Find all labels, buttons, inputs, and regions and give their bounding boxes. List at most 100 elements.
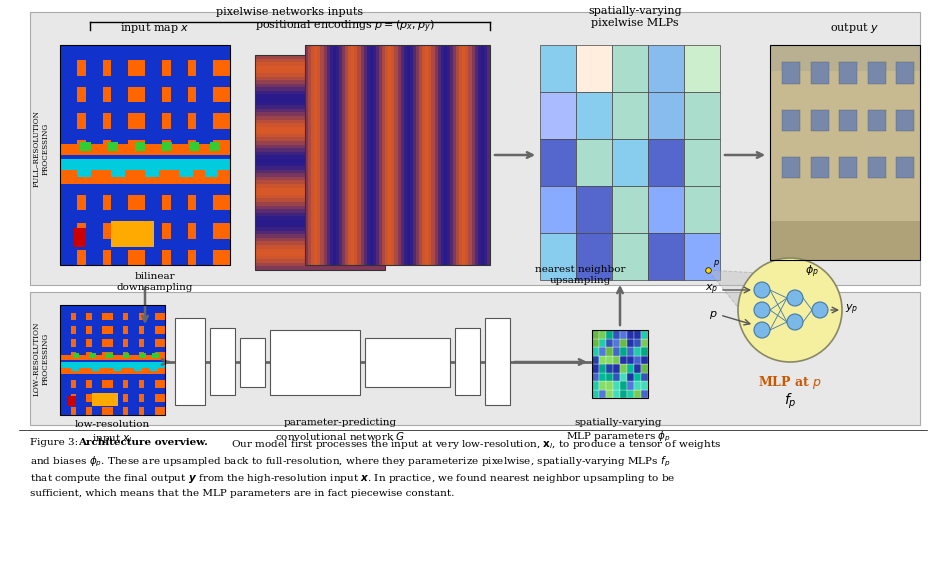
Bar bbox=[592, 356, 599, 364]
Bar bbox=[60, 249, 230, 265]
Bar bbox=[60, 45, 230, 265]
Bar bbox=[540, 92, 576, 139]
Text: and biases $\phi_p$. These are upsampled back to full-resolution, where they par: and biases $\phi_p$. These are upsampled… bbox=[30, 455, 671, 469]
Bar bbox=[255, 62, 385, 66]
Bar bbox=[373, 45, 376, 265]
Bar bbox=[540, 186, 576, 233]
Bar bbox=[627, 381, 634, 390]
Bar bbox=[60, 139, 230, 155]
Bar bbox=[684, 233, 720, 280]
Bar bbox=[599, 356, 606, 364]
Bar bbox=[620, 330, 627, 338]
Bar bbox=[305, 45, 308, 265]
Bar bbox=[839, 62, 857, 84]
Bar bbox=[210, 328, 235, 395]
Bar bbox=[255, 77, 385, 80]
Bar bbox=[145, 45, 162, 144]
Bar bbox=[30, 292, 920, 425]
Bar bbox=[68, 396, 76, 406]
Bar bbox=[839, 109, 857, 131]
Circle shape bbox=[787, 314, 803, 330]
Bar bbox=[426, 45, 429, 265]
Bar bbox=[606, 381, 613, 390]
Bar bbox=[60, 45, 77, 144]
Bar bbox=[255, 166, 385, 170]
Bar bbox=[613, 373, 620, 381]
Bar bbox=[592, 330, 648, 398]
Bar bbox=[475, 45, 478, 265]
Bar bbox=[60, 159, 230, 171]
Bar bbox=[453, 45, 456, 265]
Bar bbox=[782, 62, 800, 84]
Bar bbox=[305, 45, 490, 265]
Bar bbox=[60, 45, 230, 265]
Bar bbox=[111, 45, 128, 144]
Bar bbox=[576, 233, 612, 280]
Bar bbox=[145, 188, 162, 265]
Bar bbox=[336, 45, 339, 265]
Bar bbox=[204, 164, 219, 177]
Bar bbox=[255, 159, 385, 163]
Text: $p$: $p$ bbox=[710, 309, 718, 321]
Bar bbox=[599, 330, 606, 338]
Bar bbox=[444, 45, 447, 265]
Bar bbox=[367, 45, 370, 265]
Bar bbox=[606, 330, 613, 338]
Bar bbox=[392, 45, 394, 265]
Bar bbox=[326, 45, 329, 265]
Bar bbox=[255, 155, 385, 159]
Bar bbox=[189, 142, 200, 151]
Bar bbox=[641, 347, 648, 356]
Bar bbox=[641, 364, 648, 373]
Bar bbox=[255, 66, 385, 69]
Bar bbox=[255, 259, 385, 263]
Text: Our model first processes the input at very low-resolution, $\mathbf{x}_l$, to p: Our model first processes the input at v… bbox=[228, 438, 721, 451]
Bar bbox=[648, 233, 684, 280]
Bar bbox=[450, 45, 453, 265]
Bar bbox=[144, 305, 154, 354]
Bar bbox=[106, 353, 113, 358]
Bar bbox=[576, 139, 612, 186]
Bar bbox=[478, 45, 481, 265]
Bar bbox=[196, 45, 213, 144]
Bar bbox=[30, 12, 920, 285]
Circle shape bbox=[754, 322, 770, 338]
Bar bbox=[60, 326, 165, 333]
Bar bbox=[358, 45, 360, 265]
Bar bbox=[255, 105, 385, 109]
Bar bbox=[162, 142, 172, 151]
Bar bbox=[455, 328, 480, 395]
Bar bbox=[255, 252, 385, 256]
Text: $x_p$: $x_p$ bbox=[705, 283, 718, 297]
Bar bbox=[770, 71, 920, 260]
Bar bbox=[811, 157, 829, 178]
Bar bbox=[255, 120, 385, 123]
Bar bbox=[111, 188, 128, 265]
Bar bbox=[397, 45, 400, 265]
Text: $f_p$: $f_p$ bbox=[783, 392, 797, 411]
Bar bbox=[80, 142, 91, 151]
Bar bbox=[612, 233, 648, 280]
Bar bbox=[379, 45, 382, 265]
Bar bbox=[255, 213, 385, 216]
Bar bbox=[400, 45, 404, 265]
Bar bbox=[592, 330, 599, 338]
Bar bbox=[592, 364, 599, 373]
Bar bbox=[606, 373, 613, 381]
Bar bbox=[255, 194, 385, 198]
Bar bbox=[255, 256, 385, 259]
Bar bbox=[770, 221, 920, 260]
Bar bbox=[255, 55, 385, 270]
Text: positional encodings $p = (p_x, p_y)$: positional encodings $p = (p_x, p_y)$ bbox=[255, 19, 435, 35]
Bar bbox=[255, 55, 385, 270]
Bar bbox=[129, 376, 139, 415]
Bar bbox=[627, 373, 634, 381]
Bar bbox=[468, 45, 471, 265]
Bar bbox=[606, 390, 613, 398]
Bar bbox=[385, 45, 388, 265]
Bar bbox=[333, 45, 336, 265]
Bar bbox=[123, 353, 130, 358]
Text: LOW–RESOLUTION
PROCESSING: LOW–RESOLUTION PROCESSING bbox=[32, 321, 49, 396]
Text: $p$: $p$ bbox=[713, 258, 720, 269]
Bar bbox=[576, 92, 612, 139]
